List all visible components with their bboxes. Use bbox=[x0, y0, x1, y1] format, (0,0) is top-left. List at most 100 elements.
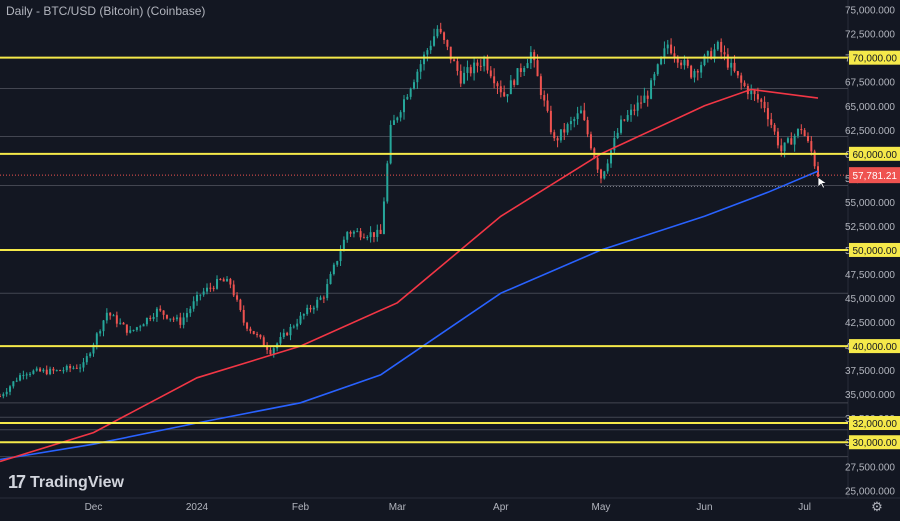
candle-body bbox=[773, 124, 776, 132]
candle-body bbox=[132, 329, 135, 331]
candle-body bbox=[723, 52, 726, 55]
candle-body bbox=[369, 232, 372, 238]
candle-body bbox=[9, 386, 12, 392]
candle-body bbox=[686, 60, 689, 66]
candle-body bbox=[710, 51, 713, 59]
candle-body bbox=[332, 264, 335, 275]
candle-body bbox=[506, 94, 509, 97]
candle-body bbox=[142, 324, 145, 327]
candle-body bbox=[549, 110, 552, 133]
candle-body bbox=[763, 101, 766, 109]
candle-body bbox=[660, 57, 663, 65]
candle-body bbox=[306, 307, 309, 314]
candle-body bbox=[726, 54, 729, 68]
y-tick-label: 42,500.000 bbox=[845, 318, 895, 329]
candle-body bbox=[586, 120, 589, 135]
candle-body bbox=[419, 64, 422, 72]
candle-body bbox=[730, 62, 733, 68]
candle-body bbox=[396, 117, 399, 121]
x-tick-label: Mar bbox=[389, 502, 407, 513]
candle-body bbox=[69, 365, 72, 369]
candle-body bbox=[780, 145, 783, 152]
candle-body bbox=[733, 62, 736, 72]
candle-body bbox=[706, 51, 709, 56]
candle-body bbox=[112, 315, 115, 317]
candle-body bbox=[599, 169, 602, 179]
candle-body bbox=[52, 368, 55, 371]
candle-body bbox=[626, 115, 629, 121]
candle-body bbox=[309, 307, 312, 310]
level-label: 70,000.00 bbox=[853, 54, 898, 65]
y-tick-label: 37,500.000 bbox=[845, 366, 895, 377]
y-tick-label: 52,500.000 bbox=[845, 222, 895, 233]
candle-body bbox=[633, 109, 636, 111]
candle-body bbox=[202, 291, 205, 295]
candle-body bbox=[82, 362, 85, 368]
candle-body bbox=[259, 334, 262, 338]
y-tick-label: 72,500.000 bbox=[845, 30, 895, 41]
candle-body bbox=[439, 28, 442, 33]
level-label: 60,000.00 bbox=[853, 150, 898, 161]
candle-body bbox=[135, 327, 138, 330]
candle-body bbox=[666, 44, 669, 49]
candle-body bbox=[616, 132, 619, 139]
candle-body bbox=[813, 151, 816, 167]
candle-body bbox=[326, 284, 329, 298]
candle-body bbox=[499, 86, 502, 93]
x-tick-label: May bbox=[592, 502, 611, 513]
candle-body bbox=[339, 251, 342, 262]
candle-body bbox=[35, 368, 38, 371]
level-label: 50,000.00 bbox=[853, 246, 898, 257]
candle-body bbox=[700, 65, 703, 73]
candle-body bbox=[25, 374, 28, 376]
candle-body bbox=[680, 62, 683, 66]
candle-body bbox=[449, 46, 452, 60]
candle-body bbox=[620, 119, 623, 133]
candle-body bbox=[569, 121, 572, 125]
candle-body bbox=[42, 369, 45, 372]
candle-body bbox=[766, 108, 769, 120]
candle-body bbox=[443, 32, 446, 41]
candle-body bbox=[676, 56, 679, 63]
candle-body bbox=[312, 307, 315, 310]
candle-body bbox=[32, 370, 35, 374]
candle-body bbox=[609, 150, 612, 164]
candle-body bbox=[573, 119, 576, 122]
candle-body bbox=[603, 171, 606, 179]
candle-body bbox=[810, 141, 813, 152]
candle-body bbox=[716, 41, 719, 50]
gear-icon[interactable]: ⚙ bbox=[871, 499, 883, 514]
y-tick-label: 45,000.000 bbox=[845, 294, 895, 305]
y-tick-label: 35,000.000 bbox=[845, 390, 895, 401]
candle-body bbox=[232, 284, 235, 296]
x-tick-label: Dec bbox=[85, 502, 103, 513]
candle-body bbox=[145, 317, 148, 325]
candle-body bbox=[476, 62, 479, 66]
candle-body bbox=[436, 28, 439, 37]
candle-body bbox=[2, 394, 5, 397]
candle-body bbox=[185, 313, 188, 318]
candle-body bbox=[486, 58, 489, 71]
candle-body bbox=[426, 50, 429, 55]
candle-body bbox=[229, 278, 232, 285]
candle-body bbox=[236, 295, 239, 300]
candle-body bbox=[356, 231, 359, 233]
candle-body bbox=[89, 353, 92, 357]
candle-body bbox=[402, 99, 405, 113]
tradingview-logo[interactable]: 17 TradingView bbox=[8, 472, 124, 493]
candle-body bbox=[630, 109, 633, 116]
candle-body bbox=[105, 312, 108, 321]
candle-body bbox=[473, 62, 476, 74]
candle-body bbox=[469, 67, 472, 74]
candle-body bbox=[379, 229, 382, 234]
candle-body bbox=[459, 70, 462, 84]
candle-body bbox=[643, 95, 646, 103]
last-price-label: 57,781.21 bbox=[853, 171, 898, 182]
logo-mark: 17 bbox=[8, 472, 26, 492]
candle-body bbox=[750, 90, 753, 95]
candle-body bbox=[319, 297, 322, 300]
candle-body bbox=[329, 274, 332, 285]
candle-body bbox=[720, 41, 723, 53]
